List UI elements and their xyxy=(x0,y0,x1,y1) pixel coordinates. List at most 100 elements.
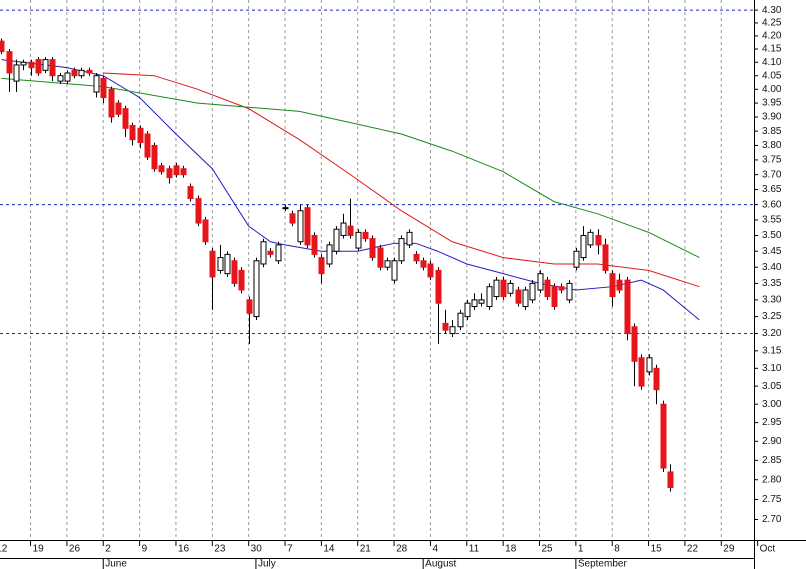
candle xyxy=(500,276,507,300)
candle xyxy=(551,283,558,310)
candle-body xyxy=(391,260,398,281)
candle-body xyxy=(427,263,434,278)
y-tick-label: 4.20 xyxy=(762,31,782,42)
candle-body xyxy=(78,69,85,77)
candle-body xyxy=(500,279,507,298)
candle-body xyxy=(260,241,267,265)
candle-body xyxy=(631,326,638,362)
candle-body xyxy=(158,165,165,173)
candle-body xyxy=(289,213,296,224)
candle xyxy=(166,165,173,184)
candle xyxy=(609,270,616,307)
plot-area xyxy=(0,0,754,540)
y-tick-label: 4.15 xyxy=(762,44,782,55)
x-tick-label: 11 xyxy=(469,544,480,555)
candle xyxy=(289,210,296,227)
candle xyxy=(471,293,478,310)
candle-body xyxy=(340,222,347,236)
candle xyxy=(115,100,122,118)
candle xyxy=(384,257,391,271)
candle xyxy=(137,125,144,149)
candle xyxy=(638,354,645,390)
candle xyxy=(420,257,427,271)
candle-body xyxy=(100,77,107,99)
x-tick-label: 26 xyxy=(69,544,81,555)
candle-body xyxy=(471,299,478,308)
candle-body xyxy=(231,260,238,284)
candle xyxy=(595,229,602,255)
candle-body xyxy=(398,238,405,262)
candle xyxy=(406,229,413,249)
y-tick-label: 3.80 xyxy=(762,140,782,151)
candle-body xyxy=(0,40,5,53)
candle-body xyxy=(449,326,456,335)
candle-body xyxy=(246,299,253,314)
y-tick-label: 4.10 xyxy=(762,57,782,68)
candle-body xyxy=(573,250,580,268)
candle xyxy=(187,183,194,202)
candle-body xyxy=(57,75,64,82)
candle xyxy=(333,226,340,255)
y-tick-label: 3.30 xyxy=(762,295,782,306)
candle-body xyxy=(187,186,194,200)
candle-body xyxy=(282,207,289,210)
month-label: July xyxy=(258,559,276,569)
candle-body xyxy=(602,244,609,271)
candle xyxy=(507,280,514,297)
candle xyxy=(64,70,71,84)
candle-body xyxy=(486,286,493,308)
candle xyxy=(122,105,129,137)
y-tick-label: 3.10 xyxy=(762,363,782,374)
candle-body xyxy=(311,234,318,255)
candle-body xyxy=(544,279,551,298)
candle xyxy=(267,248,274,258)
x-tick-label: 30 xyxy=(251,544,263,555)
x-tick-label: 21 xyxy=(360,544,372,555)
candle-body xyxy=(144,133,151,158)
candle xyxy=(151,142,158,172)
candle-body xyxy=(420,260,427,268)
candle xyxy=(529,280,536,304)
candle xyxy=(391,257,398,284)
candle-body xyxy=(464,302,471,318)
candle-body xyxy=(515,289,522,304)
y-tick-label: 2.95 xyxy=(762,417,782,428)
candle xyxy=(86,67,93,76)
candle xyxy=(587,229,594,249)
candle-body xyxy=(115,102,122,115)
average-line xyxy=(1,59,700,321)
month-label: September xyxy=(578,559,628,569)
candle xyxy=(144,131,151,160)
x-tick-label: 28 xyxy=(396,544,408,555)
candle xyxy=(427,260,434,281)
candle xyxy=(20,59,27,71)
candle-body xyxy=(71,69,78,77)
candle-body xyxy=(122,108,129,129)
candle xyxy=(129,122,136,146)
y-tick-label: 3.50 xyxy=(762,230,782,241)
candle xyxy=(49,56,56,82)
candle-body xyxy=(13,64,20,82)
x-tick-label: 29 xyxy=(723,544,735,555)
candle-body xyxy=(595,234,602,246)
x-tick-label: 22 xyxy=(687,544,699,555)
x-tick-label: 1 xyxy=(578,544,584,555)
candle xyxy=(180,165,187,178)
y-tick-label: 3.65 xyxy=(762,184,782,195)
candle-body xyxy=(355,231,362,249)
candle-body xyxy=(64,72,71,82)
candle-body xyxy=(86,69,93,74)
candle xyxy=(282,204,289,211)
y-tick-label: 3.15 xyxy=(762,345,782,356)
x-tick-label: 2 xyxy=(105,544,111,555)
y-tick-label: 2.70 xyxy=(762,514,782,525)
candle-body xyxy=(267,250,274,255)
candle xyxy=(522,286,529,310)
candle xyxy=(660,400,667,472)
candle-body xyxy=(362,231,369,240)
candle-body xyxy=(195,198,202,224)
candle xyxy=(413,251,420,264)
candle xyxy=(493,276,500,300)
candle-body xyxy=(653,367,660,391)
